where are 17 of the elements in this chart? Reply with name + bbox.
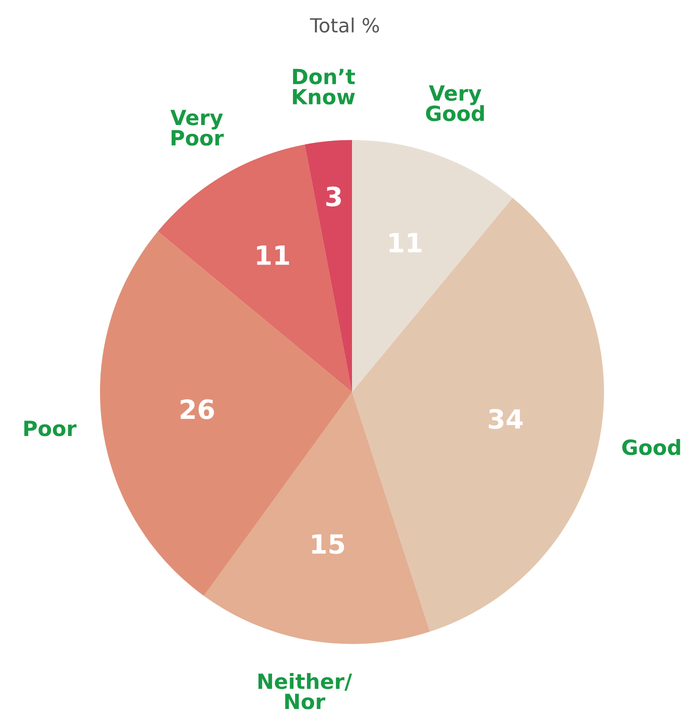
pie-slice [304, 140, 352, 392]
slice-label: Neither/ Nor [258, 673, 352, 710]
data-label: 11 [257, 246, 290, 265]
data-label: 34 [488, 408, 523, 429]
chart-title: Total % [310, 18, 379, 33]
pie-slice [352, 198, 604, 632]
pie-slice [158, 144, 352, 392]
data-label: 15 [312, 534, 344, 554]
slice-label: Poor [24, 420, 77, 436]
data-label: 3 [326, 186, 341, 206]
data-label: 26 [180, 399, 214, 420]
slice-label: Very Good [426, 85, 484, 122]
pie-slice [352, 140, 513, 392]
slice-label: Don’t Know [292, 68, 355, 105]
pie-slice [100, 231, 352, 596]
slice-label: Very Poor [170, 110, 224, 146]
slice-label: Good [622, 439, 680, 456]
